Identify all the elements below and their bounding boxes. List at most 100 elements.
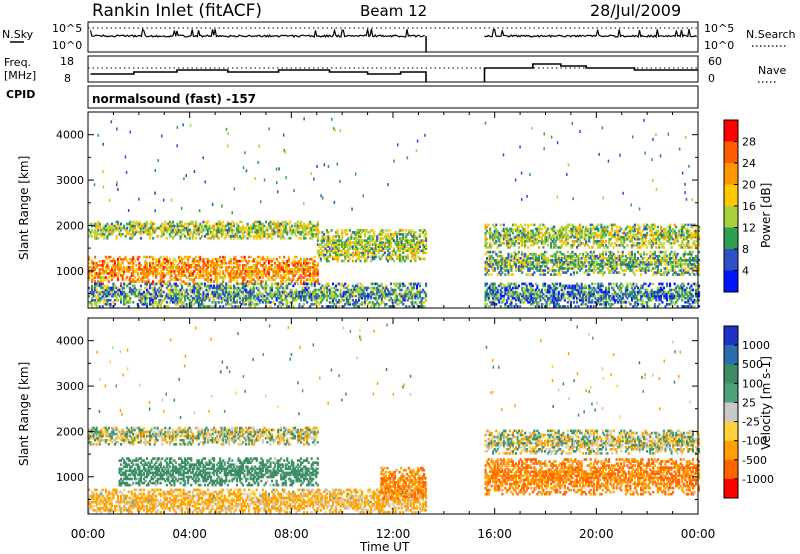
data-cell <box>170 270 173 273</box>
data-cell <box>405 237 408 240</box>
data-cell <box>113 226 116 230</box>
data-cell <box>127 294 130 298</box>
data-cell <box>496 229 499 233</box>
data-cell <box>301 224 304 228</box>
data-cell <box>350 294 353 298</box>
data-cell <box>553 233 556 237</box>
data-cell <box>336 294 339 298</box>
data-cell <box>394 241 397 244</box>
data-cell <box>341 245 344 248</box>
data-cell <box>222 292 225 296</box>
data-cell <box>545 239 548 243</box>
data-cell <box>138 224 141 228</box>
data-cell <box>165 257 168 261</box>
data-cell <box>174 296 177 300</box>
data-cell <box>182 261 185 265</box>
data-cell <box>165 237 168 240</box>
data-cell <box>149 268 152 271</box>
data-cell <box>248 294 251 298</box>
data-cell <box>484 223 487 227</box>
data-cell <box>373 249 376 253</box>
data-cell <box>242 301 245 304</box>
data-cell <box>271 264 274 267</box>
data-cell <box>164 261 167 265</box>
data-cell <box>328 296 331 300</box>
data-cell <box>210 268 213 271</box>
data-cell <box>126 259 129 263</box>
data-cell <box>281 280 284 283</box>
data-cell <box>484 237 487 241</box>
data-cell <box>182 257 185 261</box>
data-cell <box>217 228 220 232</box>
data-cell <box>255 261 258 265</box>
data-cell <box>582 242 585 245</box>
data-cell <box>188 264 191 267</box>
data-cell <box>397 245 400 248</box>
data-cell <box>121 226 124 230</box>
data-cell <box>106 226 109 230</box>
data-cell <box>539 227 542 231</box>
data-cell <box>402 237 405 240</box>
data-cell <box>153 230 156 234</box>
data-cell <box>493 267 496 270</box>
data-cell <box>502 229 505 233</box>
data-cell <box>219 272 222 275</box>
data-cell <box>251 226 254 230</box>
data-cell <box>548 231 551 235</box>
data-cell <box>364 231 367 234</box>
data-cell <box>130 290 133 294</box>
data-cell <box>495 223 498 227</box>
data-cell <box>511 273 514 276</box>
data-cell <box>149 296 152 300</box>
data-cell <box>106 222 109 226</box>
data-cell <box>292 298 295 302</box>
data-cell <box>533 271 536 274</box>
data-cell <box>345 229 348 232</box>
data-cell <box>345 301 348 304</box>
data-cell <box>216 264 219 267</box>
data-cell <box>301 290 304 294</box>
data-cell <box>367 243 370 246</box>
data-cell <box>423 305 426 308</box>
data-cell <box>196 272 199 275</box>
data-cell <box>382 292 385 296</box>
data-cell <box>136 303 139 306</box>
data-cell <box>335 294 338 298</box>
data-cell <box>379 241 382 244</box>
data-cell <box>194 268 197 271</box>
data-cell <box>304 268 307 271</box>
data-cell <box>144 230 147 234</box>
data-cell <box>239 230 242 234</box>
data-cell <box>234 276 237 279</box>
data-cell <box>580 229 583 233</box>
data-cell <box>216 259 219 263</box>
data-cell <box>362 255 365 259</box>
data-cell <box>281 278 284 281</box>
data-cell <box>155 270 158 273</box>
data-cell <box>149 266 152 269</box>
data-cell <box>425 282 428 286</box>
data-cell <box>289 282 292 286</box>
data-cell <box>191 232 194 236</box>
data-cell <box>341 251 344 255</box>
data-cell <box>197 274 200 277</box>
data-cell <box>113 286 116 290</box>
data-cell <box>493 229 496 233</box>
data-cell <box>348 294 351 298</box>
data-cell <box>277 224 280 228</box>
data-cell <box>260 280 263 283</box>
data-cell <box>252 282 255 286</box>
data-cell <box>193 286 196 290</box>
data-cell <box>292 259 295 263</box>
data-cell <box>325 249 328 253</box>
data-cell <box>112 282 115 286</box>
data-cell <box>144 222 147 226</box>
data-cell <box>113 270 116 273</box>
data-cell <box>489 229 492 233</box>
data-cell <box>117 259 120 263</box>
data-cell <box>289 268 292 271</box>
data-cell <box>303 270 306 273</box>
data-cell <box>95 224 98 228</box>
data-cell <box>531 244 534 247</box>
data-cell <box>95 226 98 230</box>
